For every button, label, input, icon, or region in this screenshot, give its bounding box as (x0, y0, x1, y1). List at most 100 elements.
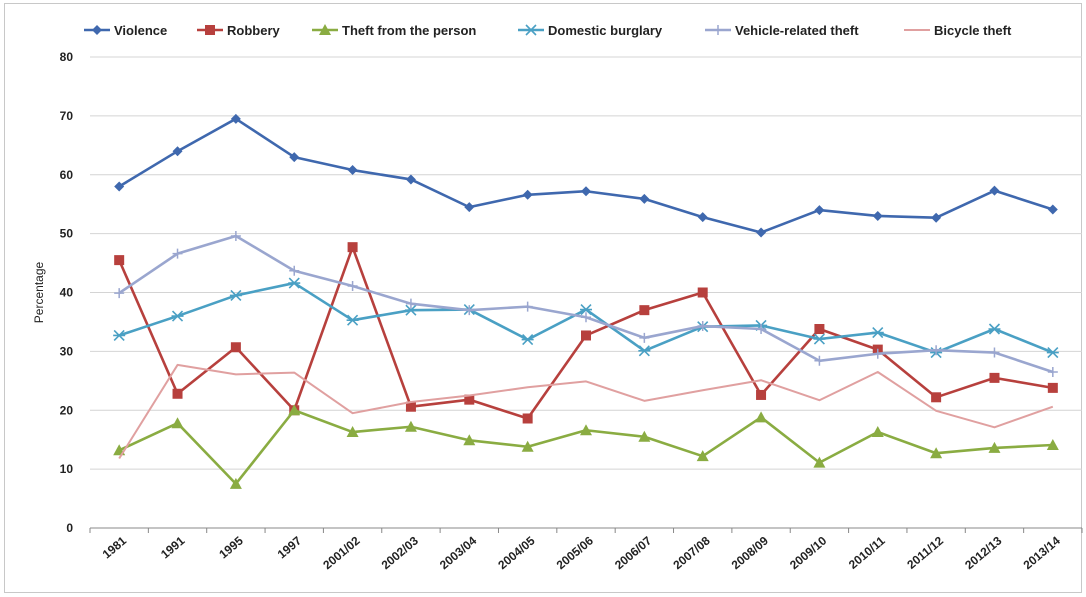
data-point-vehicle-related-theft (464, 305, 475, 316)
x-tick-label: 2013/14 (1021, 533, 1063, 572)
data-point-robbery (697, 287, 708, 298)
data-point-domestic-burglary (113, 329, 126, 342)
data-point-violence (522, 189, 533, 200)
legend-marker (713, 25, 723, 35)
data-point-theft-from-the-person (580, 424, 592, 436)
x-tick-label: 2001/02 (320, 533, 362, 572)
y-tick-label: 50 (60, 227, 74, 241)
legend-marker (205, 25, 215, 35)
data-point-robbery (756, 389, 767, 400)
y-tick-label: 60 (60, 168, 74, 182)
data-point-domestic-burglary (521, 334, 534, 346)
series-violence (114, 113, 1058, 238)
data-point-violence (464, 202, 475, 213)
data-point-vehicle-related-theft (872, 348, 883, 359)
series-robbery (114, 242, 1058, 424)
legend-label: Domestic burglary (548, 23, 663, 38)
data-point-theft-from-the-person (404, 420, 417, 432)
data-point-vehicle-related-theft (114, 288, 125, 299)
y-tick-label: 0 (66, 521, 73, 535)
x-tick-label: 1995 (216, 533, 246, 561)
legend-item-domestic-burglary: Domestic burglary (518, 23, 663, 38)
data-point-theft-from-the-person (871, 426, 884, 438)
data-point-robbery (230, 342, 241, 353)
y-tick-label: 20 (60, 403, 74, 417)
data-point-vehicle-related-theft (405, 298, 416, 309)
data-point-vehicle-related-theft (522, 301, 533, 312)
data-point-vehicle-related-theft (172, 248, 183, 259)
x-tick-label: 2003/04 (437, 533, 479, 572)
legend-item-robbery: Robbery (197, 23, 281, 38)
legend-item-bicycle-theft: Bicycle theft (904, 23, 1012, 38)
data-point-domestic-burglary (404, 304, 417, 316)
gridlines (90, 56, 1082, 470)
data-point-robbery (581, 330, 591, 341)
data-point-domestic-burglary (988, 323, 1001, 335)
data-point-robbery (114, 255, 125, 266)
data-point-robbery (405, 401, 416, 412)
data-point-theft-from-the-person (346, 426, 359, 438)
x-tick-label: 2002/03 (379, 533, 421, 572)
x-tick-label: 2012/13 (962, 533, 1004, 572)
data-point-theft-from-the-person (463, 434, 476, 446)
series-line-bicycle-theft (118, 363, 1054, 460)
data-point-vehicle-related-theft (931, 345, 942, 356)
x-tick-label: 1991 (158, 533, 188, 561)
y-tick-label: 70 (60, 109, 74, 123)
series-line-violence (118, 117, 1054, 234)
data-point-domestic-burglary (288, 277, 301, 289)
data-point-robbery (989, 372, 1000, 383)
legend-label: Violence (114, 23, 167, 38)
series-vehicle-related-theft (114, 230, 1058, 377)
chart-frame (4, 3, 1082, 593)
data-point-robbery (172, 388, 183, 399)
data-point-vehicle-related-theft (989, 347, 1000, 358)
data-point-domestic-burglary (229, 289, 242, 302)
x-axis-ticks: 1981 1991 1995 1997 2001/02 2002/03 2003/04 200… (89, 528, 1083, 572)
series-layer (113, 113, 1059, 489)
data-point-robbery (522, 413, 533, 424)
data-point-violence (697, 212, 708, 223)
x-tick-label: 2008/09 (729, 533, 771, 572)
data-point-theft-from-the-person (229, 477, 242, 489)
data-point-domestic-burglary (346, 314, 359, 326)
data-point-vehicle-related-theft (230, 230, 241, 241)
data-point-theft-from-the-person (696, 450, 709, 462)
data-point-violence (347, 165, 358, 176)
data-point-violence (289, 152, 300, 163)
data-point-violence (230, 113, 241, 124)
data-point-theft-from-the-person (813, 456, 826, 468)
y-axis-title: Percentage (32, 261, 46, 323)
x-tick-label: 2007/08 (670, 533, 712, 572)
series-bicycle-theft (118, 363, 1054, 460)
legend-label: Bicycle theft (934, 23, 1012, 38)
y-tick-label: 30 (60, 344, 74, 358)
y-tick-label: 80 (60, 50, 74, 64)
data-point-domestic-burglary (1046, 346, 1059, 359)
data-point-violence (639, 193, 650, 204)
x-tick-label: 1997 (275, 533, 305, 561)
data-point-violence (1047, 204, 1058, 215)
x-tick-label: 2005/06 (554, 533, 596, 572)
data-point-theft-from-the-person (171, 417, 184, 429)
data-point-robbery (464, 394, 475, 405)
data-point-theft-from-the-person (288, 404, 301, 416)
legend-label: Robbery (227, 23, 281, 38)
data-point-vehicle-related-theft (1047, 366, 1058, 377)
data-point-theft-from-the-person (988, 441, 1001, 453)
data-point-domestic-burglary (580, 304, 592, 316)
legend-item-theft-from-the-person: Theft from the person (312, 23, 476, 38)
data-point-domestic-burglary (813, 333, 826, 345)
y-tick-label: 10 (60, 462, 74, 476)
data-point-vehicle-related-theft (347, 281, 358, 292)
data-point-violence (756, 227, 767, 238)
data-point-vehicle-related-theft (756, 324, 767, 335)
data-point-theft-from-the-person (1046, 438, 1059, 450)
y-axis-ticks: 0 10 20 30 40 50 60 70 80 (60, 50, 74, 535)
data-point-domestic-burglary (171, 310, 184, 322)
data-point-theft-from-the-person (638, 430, 651, 442)
data-point-vehicle-related-theft (814, 355, 825, 366)
data-point-robbery (347, 242, 358, 253)
data-point-violence (405, 174, 416, 185)
